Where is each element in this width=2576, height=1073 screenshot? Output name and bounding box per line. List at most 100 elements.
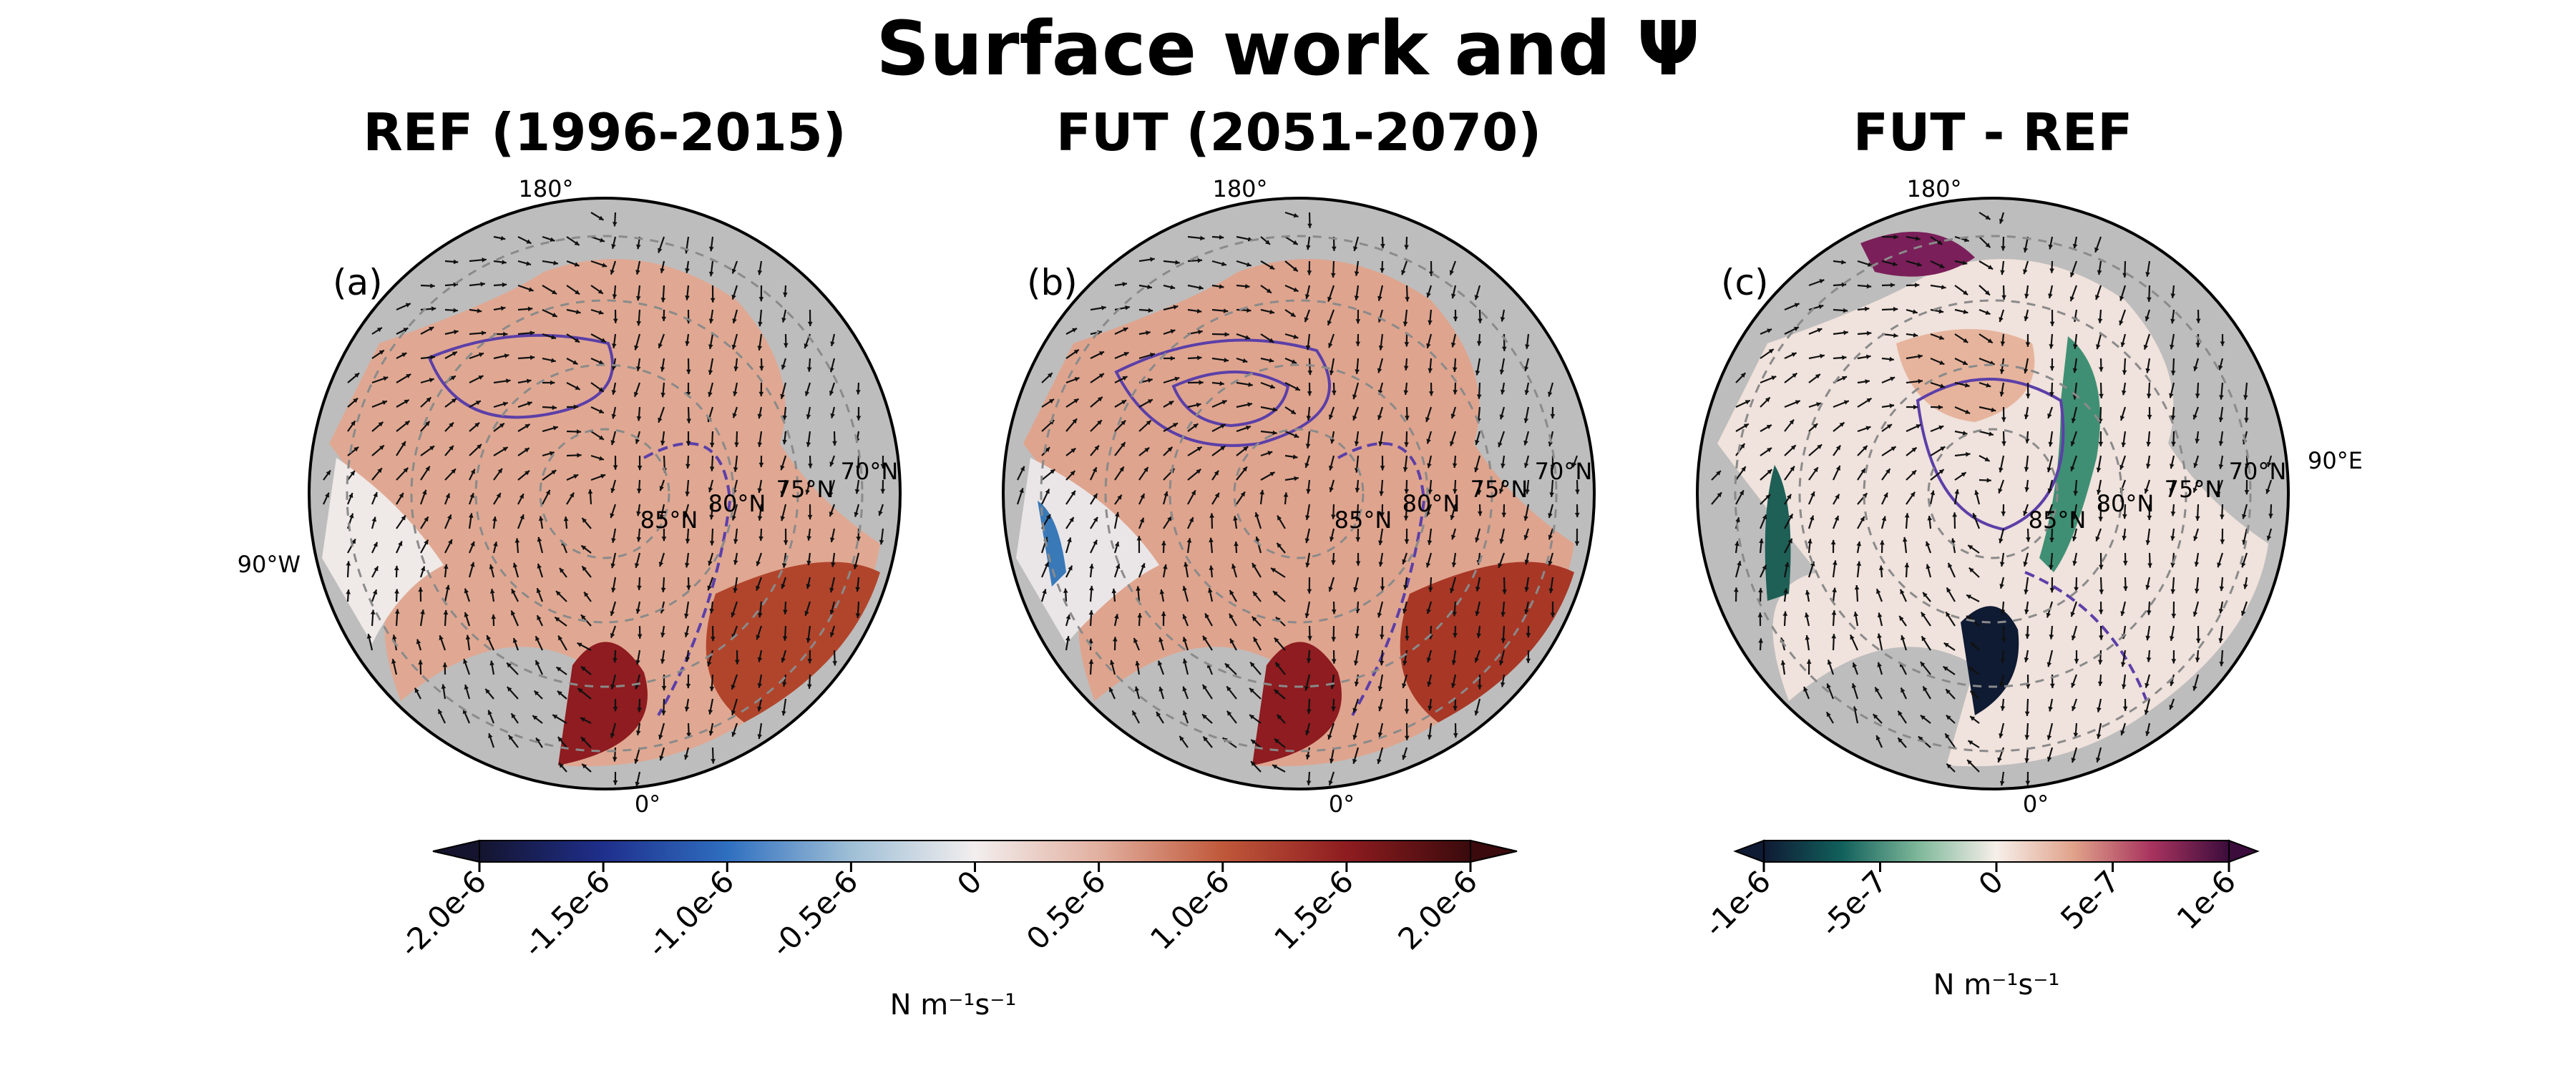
quiver-arrowhead: [780, 491, 785, 496]
quiver-arrowhead: [2193, 463, 2198, 468]
quiver-arrowhead: [2048, 244, 2054, 250]
quiver-arrowhead: [1835, 466, 1840, 471]
quiver-arrowhead: [1156, 712, 1161, 717]
quiver-arrowhead: [1255, 536, 1260, 542]
quiver-arrowhead: [1806, 659, 1812, 664]
quiver-arrowhead: [757, 413, 763, 419]
quiver-arrowhead: [686, 585, 691, 590]
quiver-arrowhead: [829, 461, 834, 467]
quiver-arrowhead: [1331, 560, 1336, 565]
quiver-arrowhead: [2072, 536, 2077, 542]
quiver-arrowhead: [2218, 609, 2224, 614]
quiver-arrowhead: [1355, 341, 1361, 346]
quiver-arrowhead: [1901, 687, 1906, 693]
quiver-arrowhead: [636, 536, 642, 542]
quiver-arrowhead: [1927, 516, 1933, 521]
quiver-arrowhead: [602, 263, 608, 268]
gridline-85-c: [1927, 428, 2059, 559]
quiver-arrowhead: [1355, 319, 1361, 324]
quiver-arrowhead: [1938, 308, 1944, 314]
quiver-arrowhead: [1841, 260, 1846, 265]
quiver-arrowhead: [1937, 240, 1943, 245]
quiver-arrowhead: [1352, 394, 1357, 400]
quiver-arrowhead: [830, 341, 835, 346]
quiver-arrowhead: [1377, 706, 1383, 712]
quiver-arrowhead: [1451, 534, 1456, 540]
quiver-arrowhead: [2047, 413, 2052, 418]
quiver-arrowhead: [1088, 659, 1094, 665]
quiver-arrowhead: [686, 392, 691, 397]
quiver-arrowhead: [1355, 488, 1360, 493]
quiver-arrowhead: [1939, 360, 1945, 365]
quiver-arrowhead: [1146, 420, 1151, 426]
quiver-arrowhead: [1380, 466, 1385, 471]
quiver-arrowhead: [1242, 358, 1248, 363]
quiver-arrowhead: [1835, 494, 1840, 499]
quiver-arrowhead: [580, 737, 586, 743]
quiver-arrowhead: [2220, 539, 2225, 544]
quiver-arrowhead: [856, 466, 861, 471]
quiver-arrowhead: [1972, 513, 1977, 519]
quiver-arrowhead: [1209, 565, 1214, 570]
quiver-arrowhead: [526, 239, 532, 244]
quiver-arrowhead: [1072, 328, 1077, 333]
quiver-arrowhead: [366, 634, 372, 639]
quiver-arrowhead: [1093, 493, 1098, 499]
quiver-arrowhead: [1136, 536, 1142, 541]
quiver-arrowhead: [551, 470, 557, 475]
quiver-arrowhead: [1548, 588, 1554, 594]
quiver-arrowhead: [1115, 511, 1120, 517]
quiver-arrowhead: [1890, 376, 1896, 381]
quiver-arrowhead: [2195, 438, 2200, 444]
quiver-arrowhead: [1292, 240, 1298, 245]
quiver-arrowhead: [731, 344, 737, 350]
quiver-arrowhead: [633, 391, 639, 397]
quiver-arrowhead: [2098, 609, 2104, 614]
quiver-arrowhead: [1196, 402, 1201, 408]
quiver-arrowhead: [1307, 270, 1312, 275]
quiver-arrowhead: [1404, 709, 1410, 714]
quiver-arrowhead: [686, 733, 691, 738]
quiver-arrowhead: [1113, 637, 1118, 642]
quiver-arrowhead: [1790, 445, 1796, 450]
colorbar-difference-extend-max: [2228, 839, 2260, 863]
quiver-arrowhead: [552, 715, 558, 720]
quiver-arrowhead: [558, 635, 563, 641]
quiver-arrowhead: [1246, 425, 1251, 431]
quiver-arrowhead: [538, 516, 544, 521]
quiver-arrowhead: [783, 609, 788, 614]
panel-label-b: (b): [1027, 262, 1078, 303]
quiver-arrowhead: [1049, 398, 1054, 404]
quiver-arrowhead: [756, 635, 761, 640]
quiver-arrowhead: [1941, 285, 1946, 290]
quiver-arrowhead: [350, 471, 355, 476]
quiver-arrowhead: [710, 298, 716, 303]
quiver-arrowhead: [382, 400, 387, 406]
quiver-arrowhead: [829, 609, 834, 615]
quiver-arrowhead: [572, 360, 578, 365]
quiver-arrowhead: [1073, 349, 1079, 355]
quiver-arrowhead: [1499, 414, 1505, 420]
quiver-arrowhead: [1913, 333, 1918, 338]
quiver-arrowhead: [557, 690, 562, 696]
quiver-arrowhead: [414, 687, 419, 693]
quiver-arrowhead: [1737, 561, 1742, 566]
quiver-arrowhead: [403, 328, 409, 333]
quiver-arrowhead: [2099, 393, 2104, 398]
quiver-arrowhead: [575, 338, 580, 343]
quiver-arrowhead: [1246, 308, 1252, 313]
quiver-arrowhead: [1117, 494, 1122, 500]
quiver-arrowhead: [2170, 562, 2175, 568]
quiver-arrowhead: [507, 662, 512, 668]
quiver-arrowhead: [1327, 320, 1332, 325]
quiver-arrowhead: [424, 516, 429, 522]
quiver-arrowhead: [468, 513, 474, 518]
quiver-arrowhead: [2098, 441, 2104, 446]
quiver-arrowhead: [2146, 441, 2151, 446]
quiver-arrowhead: [1498, 442, 1503, 448]
quiver-arrowhead: [610, 733, 615, 738]
quiver-arrowhead: [1332, 391, 1337, 396]
quiver-arrowhead: [1352, 758, 1357, 764]
quiver-arrowhead: [1161, 541, 1166, 546]
quiver-arrowhead: [1202, 685, 1207, 690]
